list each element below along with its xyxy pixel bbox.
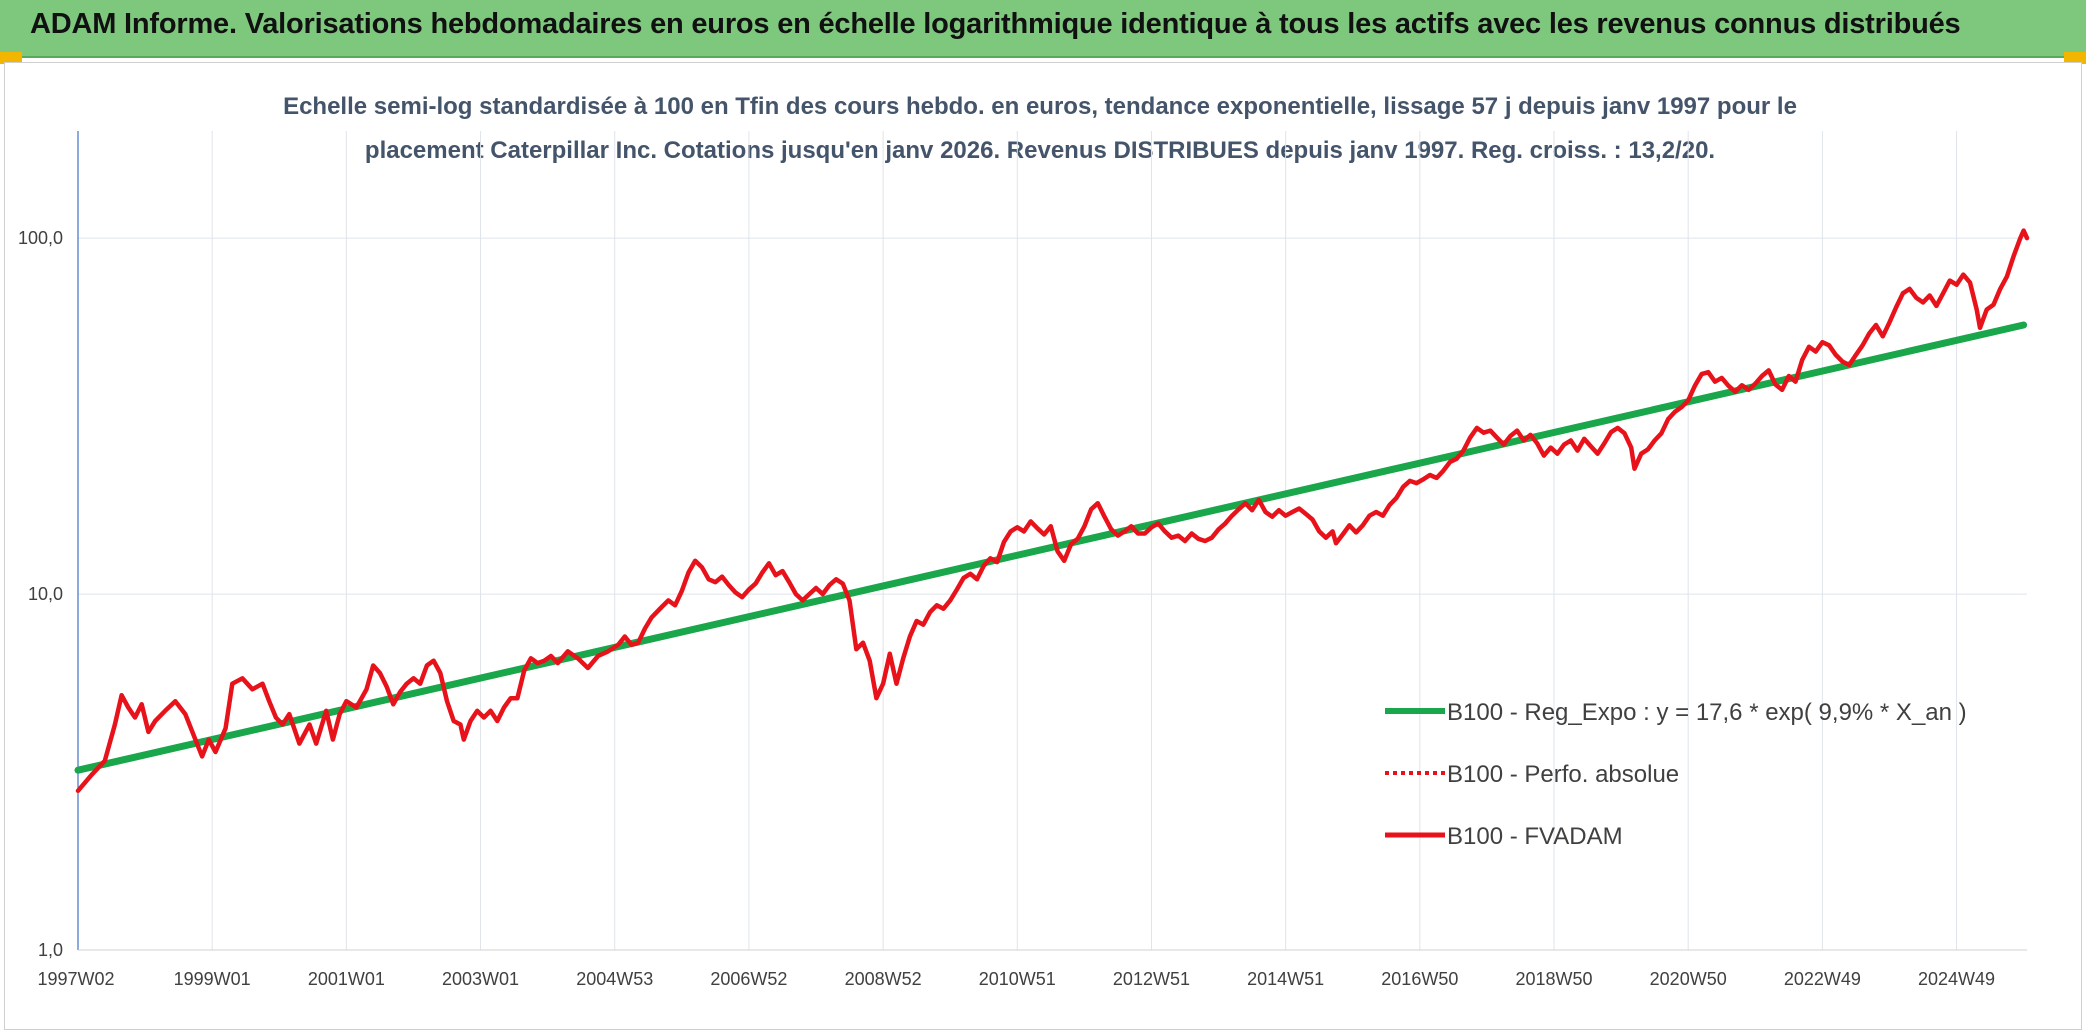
- x-tick-label: 2016W50: [1381, 969, 1458, 989]
- report-title: ADAM Informe. Valorisations hebdomadaire…: [30, 8, 1961, 40]
- x-tick-label: 2001W01: [308, 969, 385, 989]
- chart-subtitle-line-2: placement Caterpillar Inc. Cotations jus…: [365, 137, 1715, 164]
- line-chart: Echelle semi-log standardisée à 100 en T…: [18, 93, 2030, 989]
- chart-frame: Echelle semi-log standardisée à 100 en T…: [4, 62, 2082, 1030]
- header-bar: ADAM Informe. Valorisations hebdomadaire…: [0, 0, 2086, 58]
- x-tick-label: 1999W01: [174, 969, 251, 989]
- legend-label: B100 - FVADAM: [1447, 823, 1623, 850]
- x-tick-label: 2004W53: [576, 969, 653, 989]
- x-tick-label: 2020W50: [1650, 969, 1727, 989]
- x-tick-label: 2010W51: [979, 969, 1056, 989]
- series-reg-expo-line: [74, 321, 2028, 774]
- y-tick-label: 100,0: [18, 228, 63, 248]
- x-tick-label: 2006W52: [710, 969, 787, 989]
- series-lines: [74, 228, 2030, 794]
- x-tick-label: 2024W49: [1918, 969, 1995, 989]
- x-tick-label: 2003W01: [442, 969, 519, 989]
- x-tick-label: 2008W52: [845, 969, 922, 989]
- axes: 1997W02 1999W01 2001W01 2003W01 2004W53 2006W…: [18, 131, 2027, 989]
- x-tick-label: 2022W49: [1784, 969, 1861, 989]
- corner-marker-right: [2064, 52, 2086, 64]
- y-tick-label: 10,0: [28, 584, 63, 604]
- x-tick-label: 2012W51: [1113, 969, 1190, 989]
- legend-label: B100 - Perfo. absolue: [1447, 761, 1679, 788]
- x-tick-label: 2018W50: [1515, 969, 1592, 989]
- y-tick-label: 1,0: [38, 940, 63, 960]
- chart-subtitle-line-1: Echelle semi-log standardisée à 100 en T…: [283, 93, 1797, 120]
- legend-label: B100 - Reg_Expo : y = 17,6 * exp( 9,9% *…: [1447, 699, 1967, 726]
- x-tick-label: 2014W51: [1247, 969, 1324, 989]
- x-tick-label: 1997W02: [37, 969, 114, 989]
- legend: B100 - Reg_Expo : y = 17,6 * exp( 9,9% *…: [1385, 699, 1967, 850]
- corner-marker-left: [0, 52, 22, 64]
- series-fvadam-line: [75, 228, 2030, 794]
